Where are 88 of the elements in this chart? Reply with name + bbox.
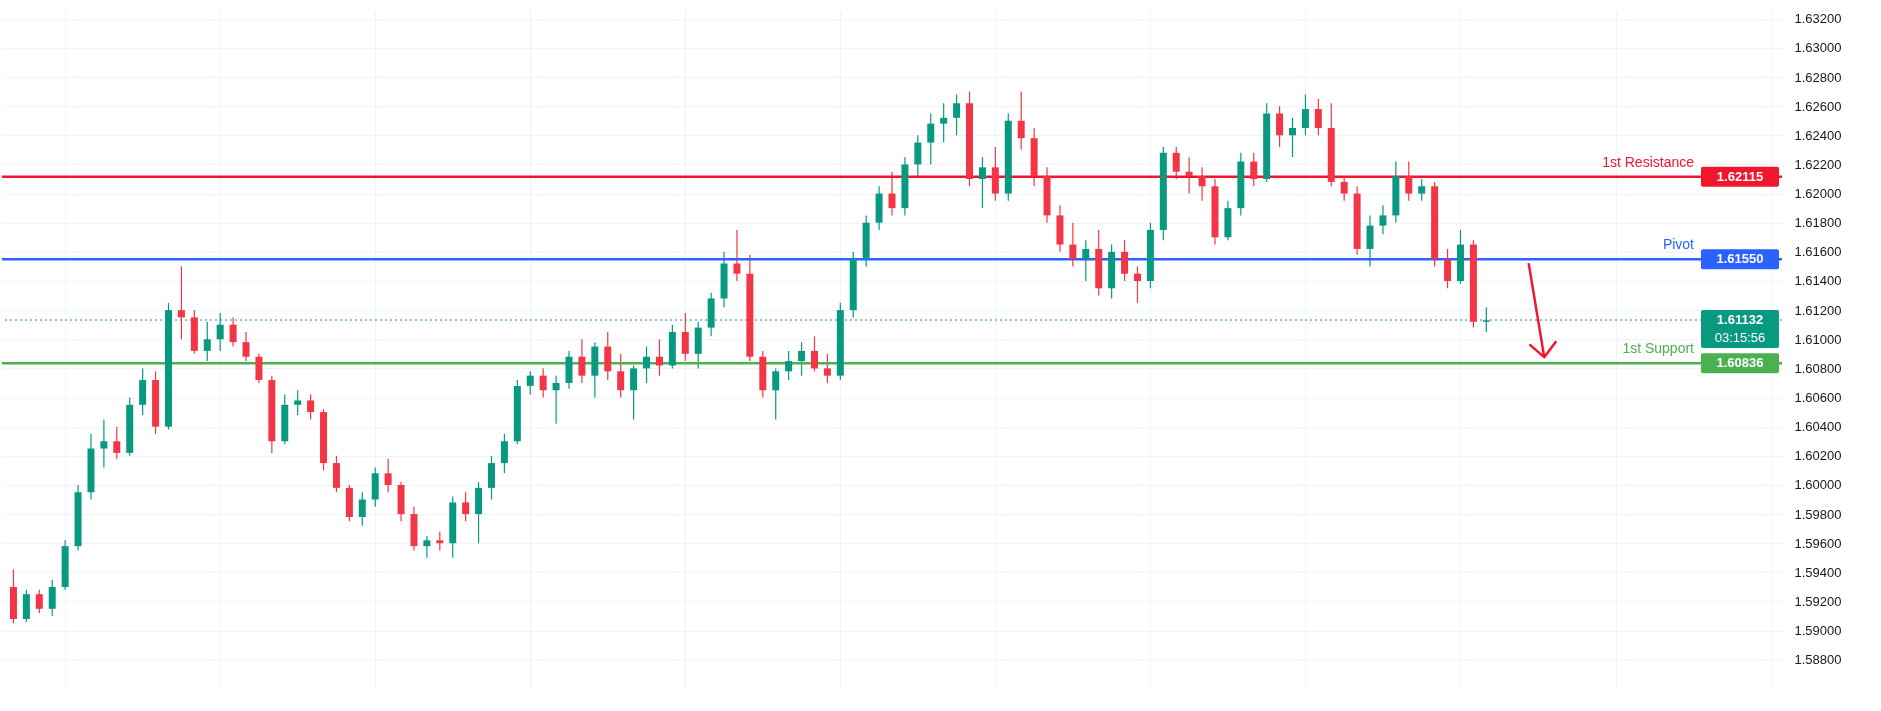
annotation: 1.62115	[1716, 168, 1764, 184]
candlestick	[100, 418, 108, 469]
y-tick-label: 1.59200	[1794, 594, 1842, 609]
candlestick	[294, 389, 302, 416]
candlestick	[358, 491, 366, 527]
ref-line-label: 1st Resistance	[1602, 153, 1695, 170]
y-tick-label: 1.62800	[1794, 69, 1842, 85]
y-tick-label: 1.61600	[1794, 244, 1842, 260]
ref-line-label: Pivot	[1662, 236, 1695, 253]
candlestick	[630, 364, 638, 420]
y-tick-label: 1.59000	[1794, 623, 1842, 639]
annotation: 03:15:56	[1714, 330, 1766, 346]
candlestick	[953, 93, 961, 136]
y-tick-label: 1.63200	[1794, 11, 1842, 27]
y-tick-label: 1.63000	[1794, 40, 1842, 56]
candlestick	[1444, 248, 1452, 289]
candlestick	[500, 433, 508, 474]
candlestick	[1250, 152, 1258, 187]
candlestick	[1418, 178, 1426, 202]
candlestick	[1017, 90, 1025, 151]
candlestick	[384, 458, 392, 493]
candlestick	[255, 353, 263, 384]
candlestick	[1405, 160, 1413, 202]
y-tick-label: 1.62400	[1794, 127, 1842, 143]
y-tick-label: 1.59600	[1794, 535, 1842, 551]
candlestick	[436, 530, 444, 552]
candlestick	[1366, 214, 1374, 268]
candlestick	[1121, 239, 1129, 282]
candlestick	[1133, 265, 1141, 304]
candlestick	[35, 589, 43, 614]
candlestick	[733, 229, 741, 282]
candlestick	[798, 341, 806, 377]
candlestick	[539, 367, 547, 399]
candlestick	[914, 134, 922, 177]
y-tick-label: 1.60800	[1794, 360, 1842, 376]
y-tick-label: 1.59400	[1794, 564, 1842, 580]
annotation: 1.61550	[1716, 251, 1764, 267]
annotation: 1.61132	[1716, 312, 1764, 328]
candlestick	[1172, 146, 1180, 180]
candlestick	[1082, 239, 1090, 282]
candlestick	[242, 331, 250, 362]
candlestick	[229, 316, 237, 348]
candlestick	[48, 579, 56, 617]
candlestick	[1340, 175, 1348, 202]
candlestick	[1301, 93, 1309, 136]
candlestick	[1185, 156, 1193, 195]
candlestick	[1289, 117, 1297, 158]
candlestick	[978, 156, 986, 209]
candlestick	[1198, 166, 1206, 202]
annotation: 1.60836	[1716, 355, 1764, 371]
y-tick-label: 1.58800	[1794, 652, 1842, 668]
candlestick	[113, 426, 121, 460]
ref-line-label: 1st Support	[1622, 340, 1695, 357]
candlestick	[423, 535, 431, 559]
candlestick	[1069, 222, 1077, 268]
candlestick	[643, 345, 651, 384]
candlestick	[1276, 105, 1284, 148]
candlestick	[462, 491, 470, 522]
candlestick	[927, 112, 935, 166]
y-tick-label: 1.62200	[1794, 156, 1842, 172]
y-tick-label: 1.61000	[1794, 331, 1842, 347]
candlestick	[823, 353, 831, 384]
candlestick	[1314, 98, 1322, 136]
y-tick-label: 1.60200	[1794, 448, 1842, 464]
y-tick-label: 1.62000	[1794, 186, 1842, 202]
y-tick-label: 1.61800	[1794, 215, 1842, 231]
y-tick-label: 1.60000	[1794, 477, 1842, 493]
y-tick-label: 1.59800	[1794, 506, 1842, 522]
candlestick	[785, 350, 793, 381]
y-tick-label: 1.60600	[1794, 390, 1842, 406]
candlestick	[681, 312, 689, 362]
candlestick	[772, 367, 780, 420]
y-tick-label: 1.62600	[1794, 98, 1842, 114]
candlestick	[617, 353, 625, 399]
candlestick	[1379, 204, 1387, 235]
y-tick-label: 1.61200	[1794, 302, 1842, 318]
candlestick	[940, 102, 948, 144]
candlestick	[810, 335, 818, 372]
candlestick	[203, 321, 211, 362]
y-tick-label: 1.61400	[1794, 273, 1842, 289]
candlestick	[526, 370, 534, 396]
candlestick	[655, 338, 663, 377]
candlestick	[888, 171, 896, 217]
candlestick	[177, 265, 185, 340]
candlestick	[307, 394, 315, 420]
y-tick-label: 1.60400	[1794, 419, 1842, 435]
candlestick	[552, 375, 560, 425]
candlestick	[578, 338, 586, 384]
